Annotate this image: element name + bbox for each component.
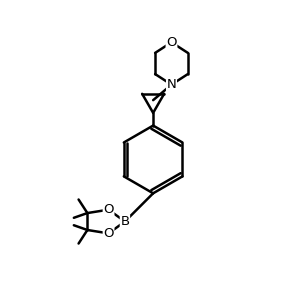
Text: B: B xyxy=(120,215,130,228)
Text: O: O xyxy=(103,227,114,240)
Text: O: O xyxy=(166,36,177,49)
Text: N: N xyxy=(167,78,176,91)
Text: O: O xyxy=(103,203,114,216)
